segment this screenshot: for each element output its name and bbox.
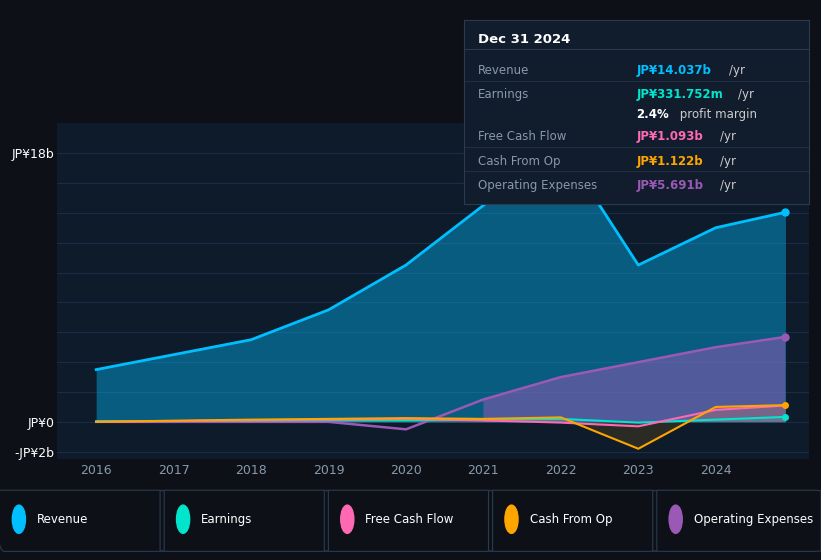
Text: Revenue: Revenue [478, 64, 529, 77]
Ellipse shape [505, 505, 518, 533]
Text: Operating Expenses: Operating Expenses [478, 179, 597, 192]
Text: Earnings: Earnings [478, 88, 529, 101]
Text: Free Cash Flow: Free Cash Flow [478, 130, 566, 143]
Text: /yr: /yr [720, 179, 736, 192]
Text: Revenue: Revenue [37, 513, 89, 526]
Text: JP¥1.122b: JP¥1.122b [636, 155, 703, 167]
Text: 2.4%: 2.4% [636, 108, 669, 122]
Text: JP¥5.691b: JP¥5.691b [636, 179, 704, 192]
Text: Free Cash Flow: Free Cash Flow [365, 513, 454, 526]
Text: JP¥1.093b: JP¥1.093b [636, 130, 703, 143]
Ellipse shape [12, 505, 25, 533]
Ellipse shape [669, 505, 682, 533]
Text: /yr: /yr [720, 130, 736, 143]
Text: /yr: /yr [729, 64, 745, 77]
Text: Cash From Op: Cash From Op [530, 513, 612, 526]
Ellipse shape [177, 505, 190, 533]
Text: Operating Expenses: Operating Expenses [694, 513, 813, 526]
Text: /yr: /yr [738, 88, 754, 101]
Text: JP¥331.752m: JP¥331.752m [636, 88, 723, 101]
Text: /yr: /yr [720, 155, 736, 167]
Text: JP¥14.037b: JP¥14.037b [636, 64, 711, 77]
Text: Cash From Op: Cash From Op [478, 155, 560, 167]
Text: Dec 31 2024: Dec 31 2024 [478, 32, 570, 45]
Ellipse shape [341, 505, 354, 533]
Text: Earnings: Earnings [201, 513, 253, 526]
Text: profit margin: profit margin [676, 108, 757, 122]
